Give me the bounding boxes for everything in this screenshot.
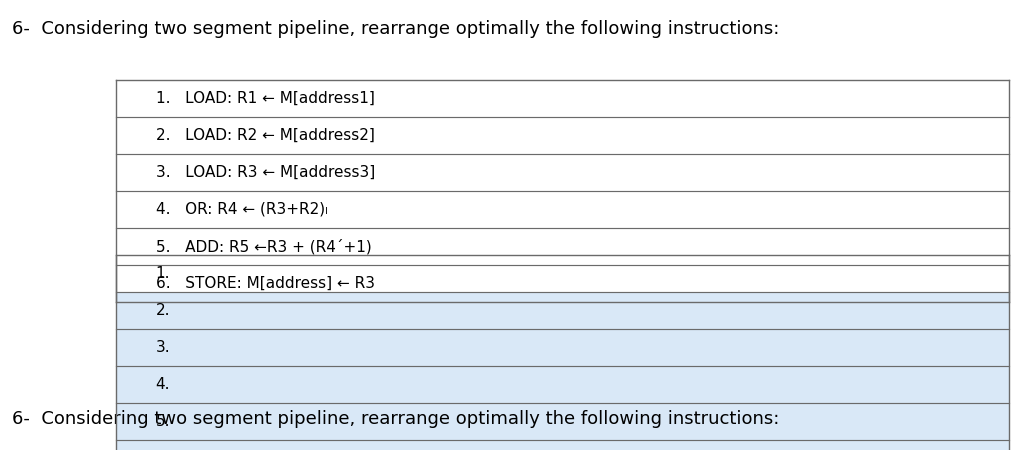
Bar <box>116 440 1009 450</box>
Text: 1.   LOAD: R1 ← M[address1]: 1. LOAD: R1 ← M[address1] <box>156 91 375 106</box>
Text: 5.: 5. <box>156 414 170 429</box>
Bar <box>116 265 1009 302</box>
Text: 5.   ADD: R5 ←R3 + (R4´+1): 5. ADD: R5 ←R3 + (R4´+1) <box>156 239 372 254</box>
Bar <box>116 191 1009 228</box>
Text: 6-  Considering two segment pipeline, rearrange optimally the following instruct: 6- Considering two segment pipeline, rea… <box>12 20 779 38</box>
Bar <box>116 329 1009 366</box>
Text: 4.   OR: R4 ← (R3+R2)ₗ: 4. OR: R4 ← (R3+R2)ₗ <box>156 202 328 217</box>
Bar <box>116 228 1009 265</box>
Text: 3.: 3. <box>156 340 170 355</box>
Text: 4.: 4. <box>156 377 170 392</box>
Text: 2.   LOAD: R2 ← M[address2]: 2. LOAD: R2 ← M[address2] <box>156 128 375 143</box>
Text: 1.: 1. <box>156 266 170 281</box>
Bar <box>116 403 1009 440</box>
Bar <box>116 255 1009 292</box>
Bar <box>116 366 1009 403</box>
Text: 2.: 2. <box>156 303 170 318</box>
Text: 3.   LOAD: R3 ← M[address3]: 3. LOAD: R3 ← M[address3] <box>156 165 375 180</box>
Bar <box>116 154 1009 191</box>
Text: 6-  Considering two segment pipeline, rearrange optimally the following instruct: 6- Considering two segment pipeline, rea… <box>12 410 779 427</box>
Text: 6.   STORE: M[address] ← R3: 6. STORE: M[address] ← R3 <box>156 276 375 291</box>
Bar <box>116 117 1009 154</box>
Bar <box>116 80 1009 117</box>
Bar <box>116 292 1009 329</box>
